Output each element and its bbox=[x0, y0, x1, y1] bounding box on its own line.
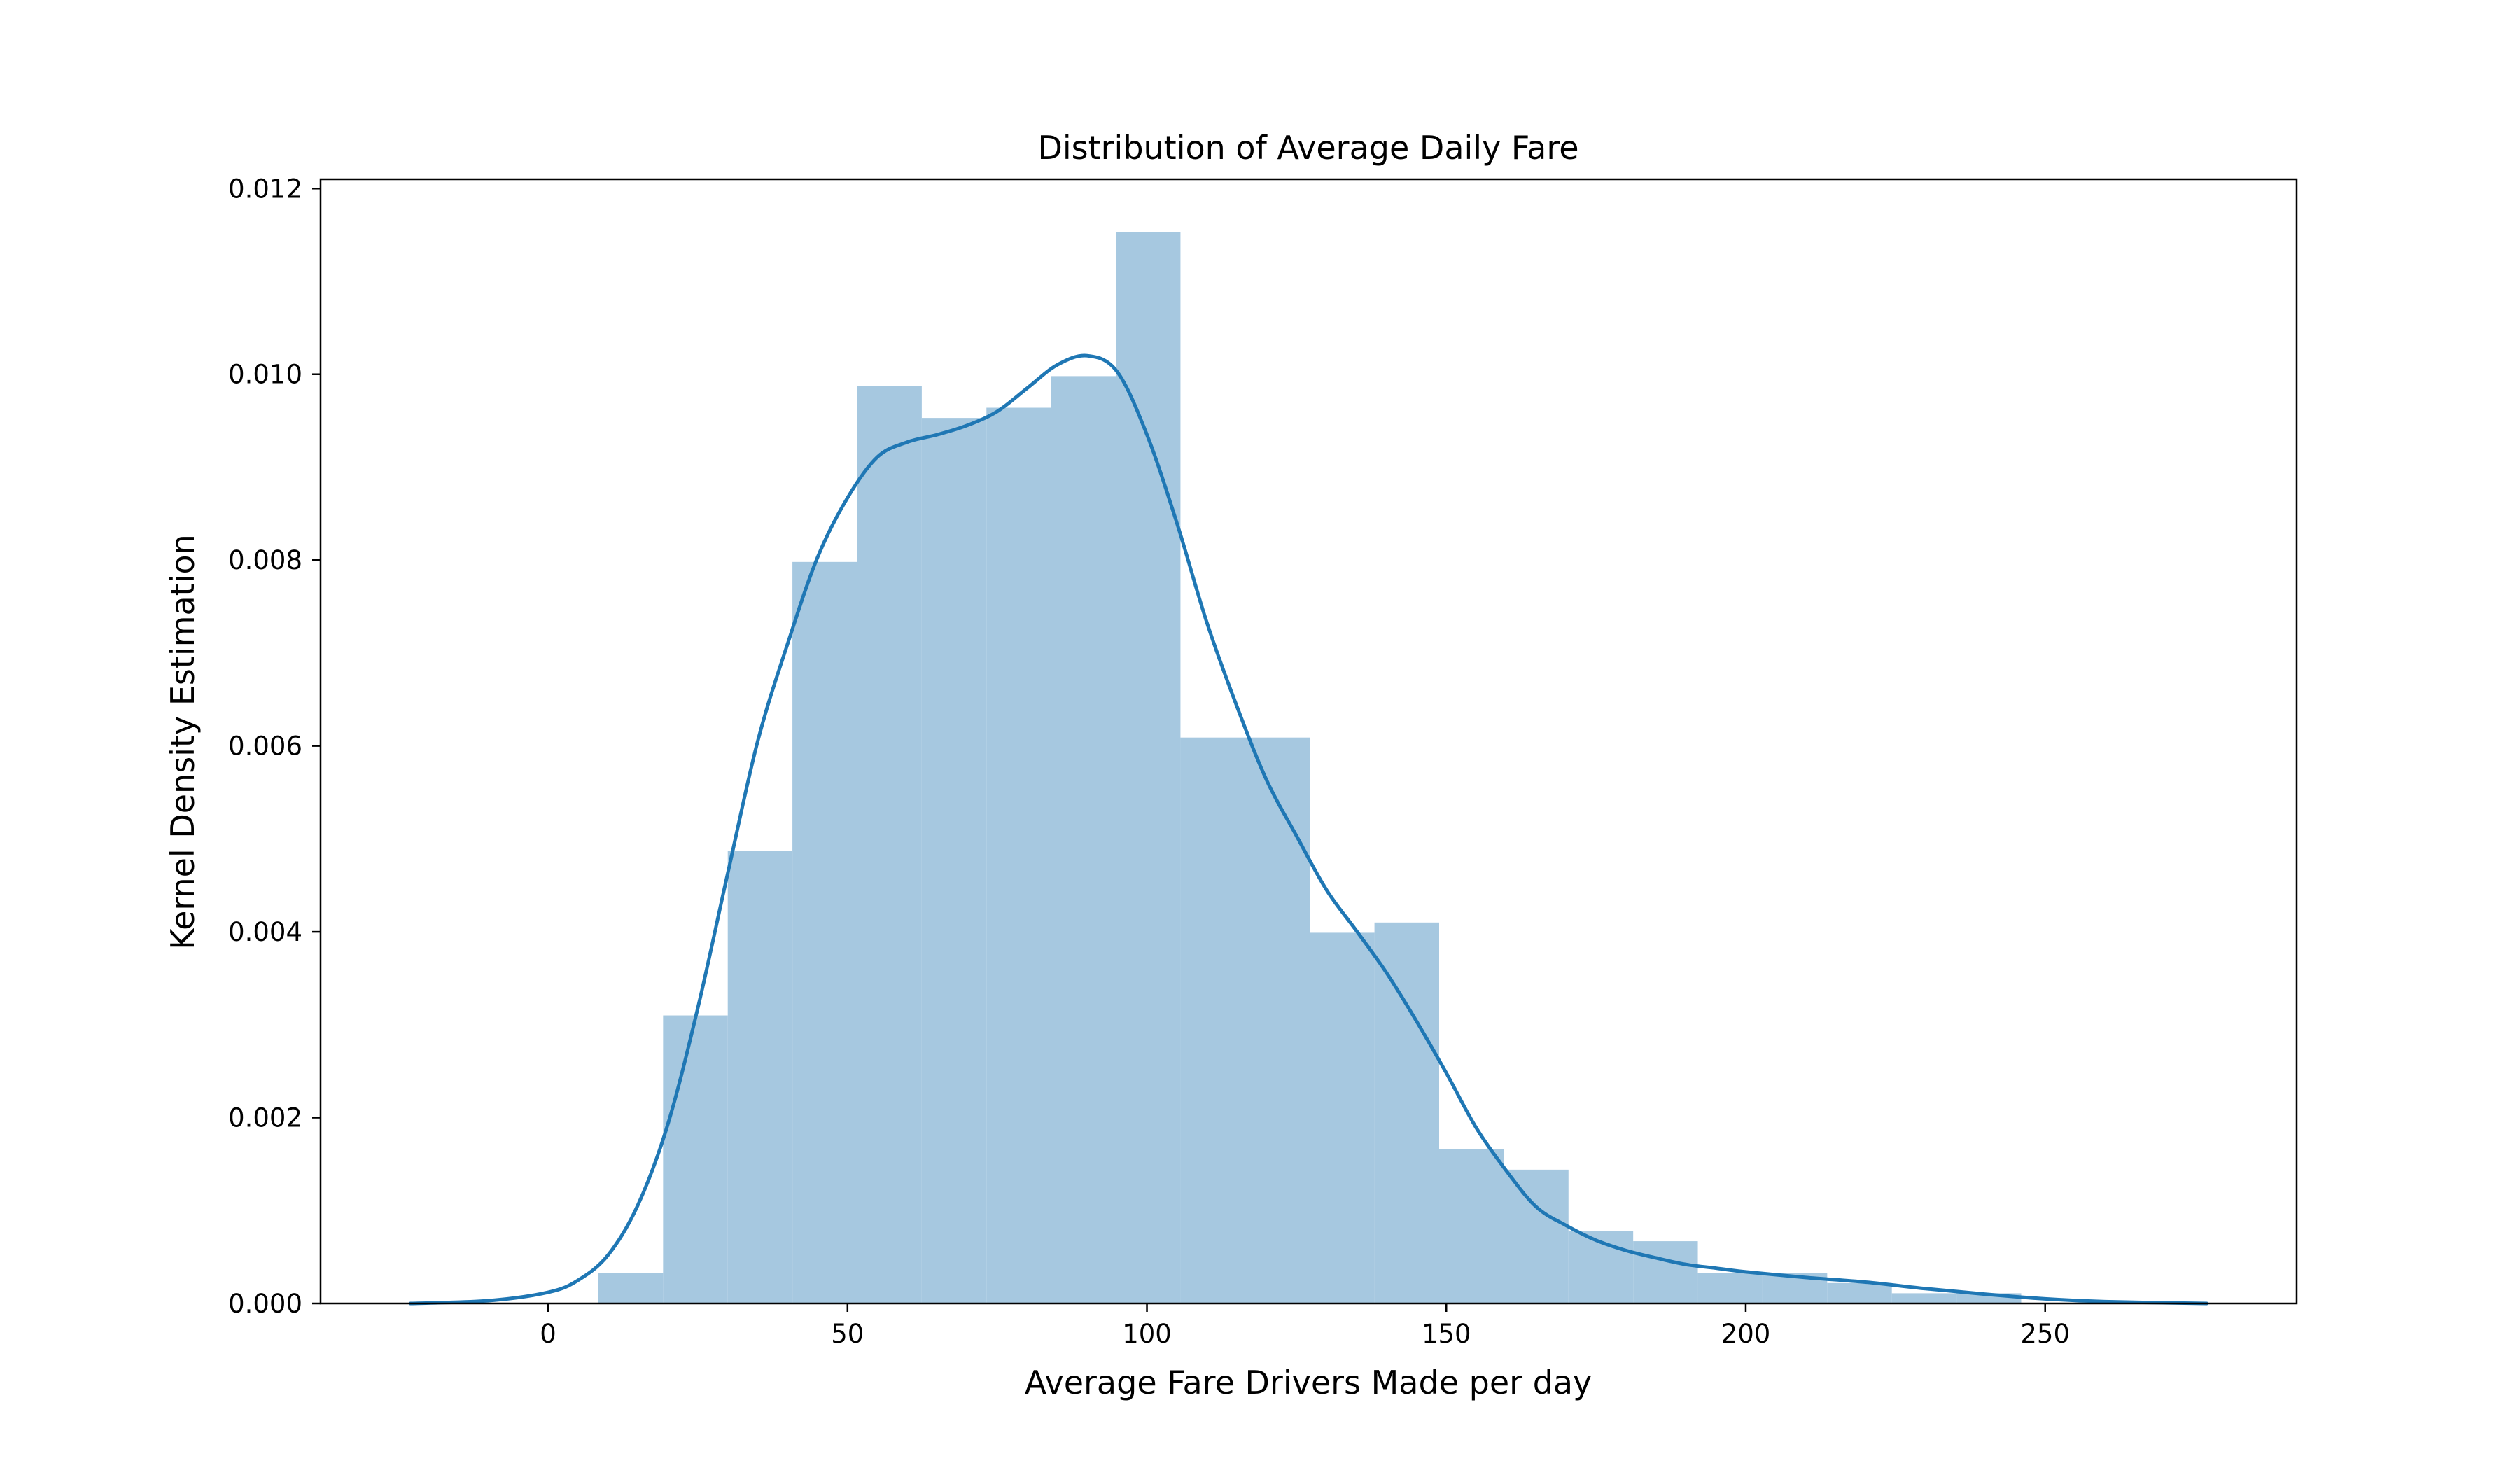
histogram-bar-9 bbox=[1180, 737, 1245, 1303]
y-tick-label-4: 0.008 bbox=[228, 545, 302, 575]
y-tick-label-3: 0.006 bbox=[228, 732, 302, 762]
histogram-bar-12 bbox=[1374, 922, 1439, 1303]
y-tick-label-6: 0.012 bbox=[228, 174, 302, 204]
histogram-bar-13 bbox=[1438, 1149, 1504, 1303]
histogram-bar-1 bbox=[663, 1015, 728, 1303]
histogram-bar-19 bbox=[1827, 1282, 1892, 1303]
histogram-bar-8 bbox=[1116, 232, 1181, 1303]
plot-frame bbox=[319, 178, 2298, 1305]
histogram-bar-3 bbox=[792, 561, 858, 1303]
y-tick-label-1: 0.002 bbox=[228, 1103, 302, 1133]
x-axis-title: Average Fare Drivers Made per day bbox=[1025, 1364, 1592, 1401]
histogram-bar-2 bbox=[727, 850, 793, 1303]
histogram-bar-14 bbox=[1504, 1169, 1569, 1303]
x-tick-label-1: 50 bbox=[831, 1319, 864, 1349]
y-tick-label-2: 0.004 bbox=[228, 917, 302, 947]
x-tick-label-5: 250 bbox=[2020, 1319, 2070, 1349]
y-tick-label-5: 0.010 bbox=[228, 360, 302, 390]
histogram-bars bbox=[598, 232, 2022, 1304]
histogram-bar-7 bbox=[1051, 376, 1116, 1303]
histogram-bar-11 bbox=[1310, 932, 1375, 1303]
kde-line bbox=[408, 354, 2209, 1306]
histogram-bar-6 bbox=[986, 407, 1051, 1304]
y-axis-title: Kernel Density Estimation bbox=[164, 534, 202, 950]
y-axis: 0.000 0.002 0.004 0.006 0.008 0.010 0.012 bbox=[228, 174, 321, 1319]
histogram-bar-16 bbox=[1633, 1241, 1698, 1303]
kde-layer bbox=[408, 354, 2209, 1306]
histogram-bar-5 bbox=[921, 418, 987, 1303]
histogram-bar-0 bbox=[598, 1273, 664, 1303]
histogram-bar-10 bbox=[1245, 737, 1310, 1303]
x-tick-label-4: 200 bbox=[1721, 1319, 1771, 1349]
x-tick-label-3: 150 bbox=[1422, 1319, 1471, 1349]
histogram-bar-4 bbox=[857, 386, 922, 1303]
y-tick-label-0: 0.000 bbox=[228, 1289, 302, 1319]
histogram-bar-17 bbox=[1698, 1273, 1763, 1303]
x-axis: 0 50 100 150 200 250 bbox=[540, 1303, 2070, 1349]
x-tick-label-2: 100 bbox=[1122, 1319, 1172, 1349]
chart-title: Distribution of Average Daily Fare bbox=[1037, 129, 1578, 167]
histogram-bar-20 bbox=[1891, 1293, 1957, 1303]
x-tick-label-0: 0 bbox=[540, 1319, 556, 1349]
